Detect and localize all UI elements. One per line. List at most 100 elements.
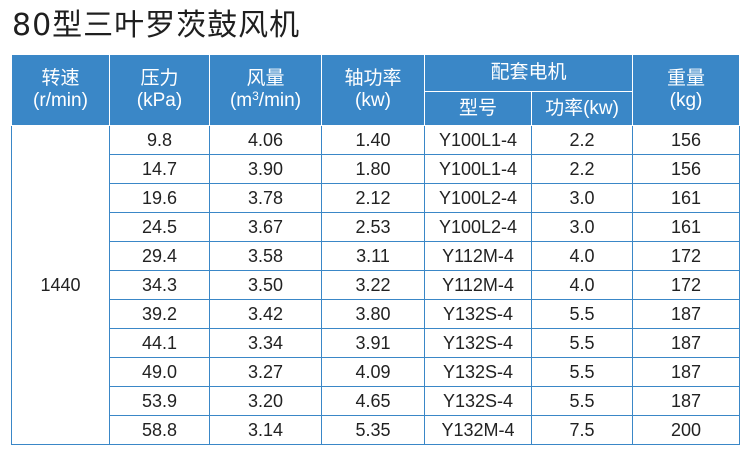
- weight-cell: 187: [632, 328, 741, 358]
- header-flow-unit-sup: 3: [252, 89, 259, 103]
- pressure-cell: 58.8: [109, 415, 210, 445]
- header-flow-unit-pre: (m: [229, 90, 253, 111]
- motor-power-cell: 2.2: [530, 154, 634, 184]
- motor-model-cell: Y132S-4: [424, 328, 532, 358]
- motor-model-cell: Y100L2-4: [424, 212, 532, 242]
- pressure-cell: 49.0: [109, 357, 210, 387]
- pressure-cell: 19.6: [109, 183, 210, 213]
- table-row: 34.3 3.50 3.22 Y112M-4 4.0 172: [12, 270, 741, 300]
- flow-cell: 3.20: [209, 386, 322, 416]
- shaft-power-cell: 2.53: [321, 212, 425, 242]
- table-row: 29.4 3.58 3.11 Y112M-4 4.0 172: [12, 241, 741, 271]
- motor-power-cell: 2.2: [530, 125, 634, 155]
- flow-cell: 4.06: [209, 125, 322, 155]
- weight-cell: 156: [632, 125, 741, 155]
- motor-power-cell: 3.0: [530, 212, 634, 242]
- motor-power-cell: 5.5: [530, 299, 634, 329]
- header-weight-label: 重量: [667, 68, 706, 89]
- table-row: 19.6 3.78 2.12 Y100L2-4 3.0 161: [12, 183, 741, 213]
- flow-cell: 3.78: [209, 183, 322, 213]
- pressure-cell: 34.3: [109, 270, 210, 300]
- motor-power-cell: 3.0: [530, 183, 634, 213]
- header-speed-label: 转速: [41, 68, 80, 89]
- flow-cell: 3.58: [209, 241, 322, 271]
- table-row: 53.9 3.20 4.65 Y132S-4 5.5 187: [12, 386, 741, 416]
- shaft-power-cell: 3.80: [321, 299, 425, 329]
- motor-model-cell: Y112M-4: [424, 241, 532, 271]
- pressure-cell: 9.8: [109, 125, 210, 155]
- shaft-power-cell: 3.11: [321, 241, 425, 271]
- table-row: 49.0 3.27 4.09 Y132S-4 5.5 187: [12, 357, 741, 387]
- motor-power-cell: 4.0: [530, 241, 634, 271]
- header-flow-unit-post: /min): [258, 90, 302, 111]
- weight-cell: 187: [632, 386, 741, 416]
- motor-power-cell: 4.0: [530, 270, 634, 300]
- header-motor-power: 功率(kw): [530, 91, 634, 126]
- pressure-cell: 24.5: [109, 212, 210, 242]
- table-row: 58.8 3.14 5.35 Y132M-4 7.5 200: [12, 415, 741, 445]
- motor-power-cell: 7.5: [530, 415, 634, 445]
- header-speed: 转速 (r/min): [11, 54, 110, 126]
- pressure-cell: 39.2: [109, 299, 210, 329]
- pressure-cell: 53.9: [109, 386, 210, 416]
- flow-cell: 3.50: [209, 270, 322, 300]
- motor-model-cell: Y100L1-4: [424, 125, 532, 155]
- flow-cell: 3.90: [209, 154, 322, 184]
- weight-cell: 187: [632, 357, 741, 387]
- table-row: 44.1 3.34 3.91 Y132S-4 5.5 187: [12, 328, 741, 358]
- speed-cell: 1440: [11, 125, 110, 445]
- header-flow-label: 风量: [246, 68, 285, 89]
- header-pressure: 压力 (kPa): [109, 54, 210, 126]
- table-row: 1440 9.8 4.06 1.40 Y100L1-4 2.2 156: [11, 125, 741, 445]
- motor-model-cell: Y100L2-4: [424, 183, 532, 213]
- header-shaft-power-unit: (kw): [355, 90, 391, 111]
- motor-model-cell: Y112M-4: [424, 270, 532, 300]
- pressure-cell: 44.1: [109, 328, 210, 358]
- header-shaft-power-label: 轴功率: [344, 68, 402, 89]
- shaft-power-cell: 3.91: [321, 328, 425, 358]
- flow-cell: 3.27: [209, 357, 322, 387]
- header-weight-unit: (kg): [669, 90, 703, 111]
- shaft-power-cell: 1.40: [321, 125, 425, 155]
- header-flow-unit: (m3/min): [210, 90, 321, 112]
- weight-cell: 161: [632, 212, 741, 242]
- weight-cell: 172: [632, 270, 741, 300]
- motor-power-cell: 5.5: [530, 357, 634, 387]
- header-speed-unit: (r/min): [33, 90, 88, 111]
- table-row: 39.2 3.42 3.80 Y132S-4 5.5 187: [12, 299, 741, 329]
- motor-model-cell: Y132S-4: [424, 386, 532, 416]
- table-row: 14.7 3.90 1.80 Y100L1-4 2.2 156: [12, 154, 741, 184]
- table-row: 24.5 3.67 2.53 Y100L2-4 3.0 161: [12, 212, 741, 242]
- shaft-power-cell: 1.80: [321, 154, 425, 184]
- flow-cell: 3.34: [209, 328, 322, 358]
- shaft-power-cell: 5.35: [321, 415, 425, 445]
- motor-model-cell: Y100L1-4: [424, 154, 532, 184]
- page-title: 80型三叶罗茨鼓风机: [12, 8, 301, 43]
- shaft-power-cell: 4.65: [321, 386, 425, 416]
- weight-cell: 200: [632, 415, 741, 445]
- motor-model-cell: Y132S-4: [424, 299, 532, 329]
- motor-power-cell: 5.5: [530, 328, 634, 358]
- header-pressure-unit: (kPa): [136, 90, 183, 111]
- motor-power-cell: 5.5: [530, 386, 634, 416]
- header-motor-model: 型号: [424, 91, 532, 126]
- header-flow: 风量 (m3/min): [209, 54, 322, 126]
- header-shaft-power: 轴功率 (kw): [321, 54, 425, 126]
- spec-table: 转速 (r/min) 压力 (kPa) 风量 (m3/min) 轴功率 (kw)…: [11, 54, 741, 445]
- header-weight: 重量 (kg): [632, 54, 741, 126]
- flow-cell: 3.67: [209, 212, 322, 242]
- shaft-power-cell: 2.12: [321, 183, 425, 213]
- weight-cell: 156: [632, 154, 741, 184]
- header-motor: 配套电机: [423, 54, 634, 92]
- header-pressure-label: 压力: [140, 68, 179, 89]
- shaft-power-cell: 3.22: [321, 270, 425, 300]
- weight-cell: 172: [632, 241, 741, 271]
- flow-cell: 3.42: [209, 299, 322, 329]
- weight-cell: 187: [632, 299, 741, 329]
- weight-cell: 161: [632, 183, 741, 213]
- pressure-cell: 14.7: [109, 154, 210, 184]
- motor-model-cell: Y132M-4: [424, 415, 532, 445]
- motor-model-cell: Y132S-4: [424, 357, 532, 387]
- shaft-power-cell: 4.09: [321, 357, 425, 387]
- pressure-cell: 29.4: [109, 241, 210, 271]
